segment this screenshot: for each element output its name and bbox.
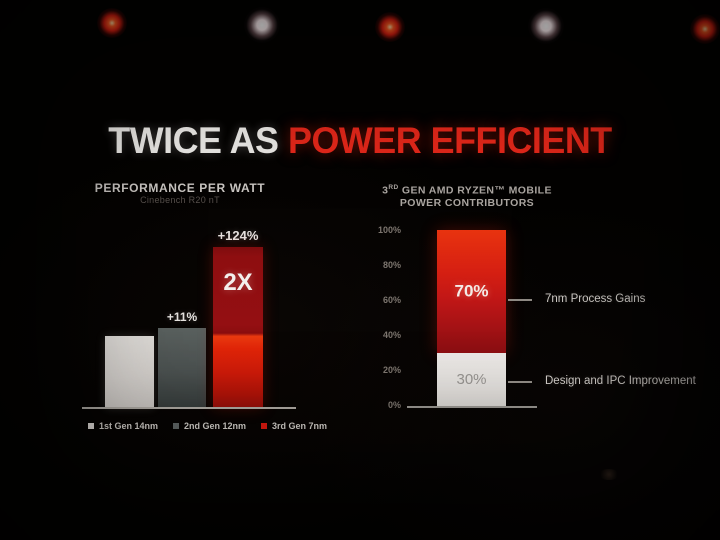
legend-item-3rd-gen: 3rd Gen 7nm: [261, 421, 327, 431]
left-chart-legend: 1st Gen 14nm 2nd Gen 12nm 3rd Gen 7nm: [88, 421, 327, 431]
stage-light-icon: [97, 8, 127, 38]
callout-dash-icon: [508, 299, 532, 301]
bar-3rd-gen-7nm: +124% 2X: [213, 228, 263, 408]
right-title-rest: GEN AMD RYZEN™ MOBILE: [398, 184, 552, 197]
legend-label: 3rd Gen 7nm: [272, 421, 328, 431]
bar-fill-1st-gen: [105, 336, 154, 408]
legend-swatch-white-icon: [88, 423, 94, 429]
legend-label: 1st Gen 14nm: [99, 421, 159, 431]
right-chart-title: 3RD GEN AMD RYZEN™ MOBILE POWER CONTRIBU…: [374, 182, 560, 210]
y-axis-tick-100: 100%: [377, 225, 401, 235]
bar-1st-gen-14nm: [105, 332, 154, 408]
left-chart-title: PERFORMANCE PER WATT: [94, 181, 266, 195]
legend-swatch-gray-icon: [173, 423, 180, 429]
stage-light-icon: [244, 7, 280, 43]
y-axis-tick-0: 0%: [387, 400, 401, 410]
callout-7nm-process-gains: 7nm Process Gains: [545, 293, 646, 305]
stacked-segment-red: 70%: [437, 230, 506, 353]
y-axis-tick-80: 80%: [382, 260, 401, 270]
slide-title-red: POWER EFFICIENT: [288, 120, 612, 161]
stacked-bar: 70% 30%: [437, 230, 506, 406]
stage-light-icon: [375, 12, 405, 42]
y-axis-tick-60: 60%: [382, 295, 401, 305]
faint-glow: [598, 469, 620, 480]
callout-dash-icon: [508, 381, 532, 383]
segment-value-30: 30%: [456, 370, 487, 388]
left-chart-subtitle: Cinebench R20 nT: [140, 195, 220, 205]
right-chart-baseline: [407, 406, 537, 408]
legend-item-1st-gen: 1st Gen 14nm: [88, 421, 158, 431]
bar-annotation-2x: 2X: [223, 269, 253, 296]
right-title-line2: POWER CONTRIBUTORS: [399, 197, 535, 209]
bar-delta-label: +124%: [217, 228, 259, 243]
right-title-number: 3: [382, 184, 389, 197]
stacked-segment-white: 30%: [437, 353, 506, 406]
stage-light-icon: [528, 8, 564, 44]
left-chart-baseline: [82, 407, 296, 409]
legend-label: 2nd Gen 12nm: [184, 421, 247, 431]
bar-fill-3rd-gen: 2X: [213, 247, 263, 408]
bar-delta-label: +11%: [166, 310, 198, 324]
stage-light-icon: [690, 14, 720, 44]
y-axis-tick-20: 20%: [382, 365, 401, 375]
segment-value-70: 70%: [454, 281, 489, 301]
callout-design-ipc: Design and IPC Improvement: [545, 375, 696, 387]
right-title-ordinal: RD: [388, 184, 399, 191]
y-axis-tick-40: 40%: [382, 330, 401, 340]
bar-2nd-gen-12nm: +11%: [158, 310, 206, 408]
legend-item-2nd-gen: 2nd Gen 12nm: [173, 421, 246, 431]
legend-swatch-red-icon: [261, 423, 268, 429]
bar-fill-2nd-gen: [158, 328, 206, 408]
slide-title-white: TWICE AS: [108, 120, 279, 161]
slide-title: TWICE AS POWER EFFICIENT: [11, 120, 709, 162]
